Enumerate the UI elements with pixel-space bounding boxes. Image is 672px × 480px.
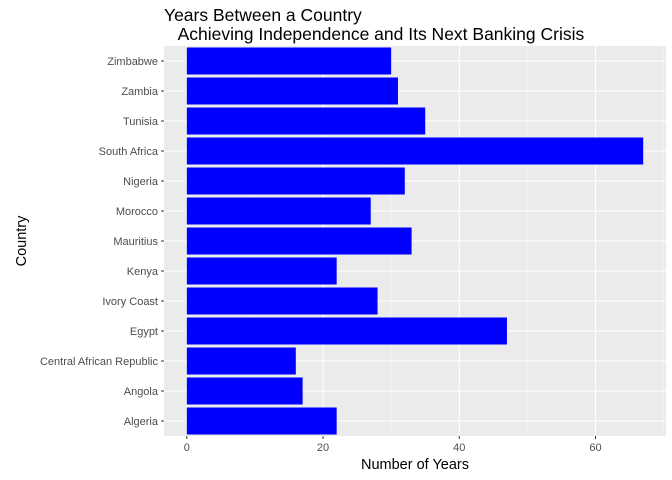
bar-ivory-coast <box>186 287 378 315</box>
x-axis-title: Number of Years <box>360 457 470 473</box>
x-tick-label: 0 <box>184 442 190 454</box>
y-tick-label: Zimbabwe <box>107 56 158 68</box>
x-tick-label: 20 <box>317 442 329 454</box>
y-tick-label: Nigeria <box>123 176 159 188</box>
y-tick-label: Zambia <box>121 86 159 98</box>
bar-zimbabwe <box>186 47 392 75</box>
y-tick-label: Tunisia <box>123 116 159 128</box>
y-tick-label: Ivory Coast <box>102 296 158 308</box>
bar-kenya <box>186 257 337 285</box>
y-axis-title: Country <box>14 215 30 267</box>
y-tick-label: South Africa <box>99 146 159 158</box>
bar-tunisia <box>186 107 426 135</box>
bar-south-africa <box>186 137 644 165</box>
y-tick-label: Central African Republic <box>40 356 159 368</box>
y-tick-label: Angola <box>124 386 159 398</box>
x-tick-label: 60 <box>589 442 601 454</box>
x-tick-label: 40 <box>453 442 465 454</box>
chart-title-line-2: Achieving Independence and Its Next Bank… <box>164 24 585 44</box>
bar-nigeria <box>186 167 405 195</box>
y-tick-label: Egypt <box>130 326 158 338</box>
bar-mauritius <box>186 227 412 255</box>
y-tick-label: Mauritius <box>113 236 158 248</box>
y-tick-label: Morocco <box>116 206 158 218</box>
bar-algeria <box>186 407 337 435</box>
y-tick-label: Algeria <box>124 416 159 428</box>
bar-morocco <box>186 197 371 225</box>
bar-zambia <box>186 77 398 105</box>
chart-title-line-1: Years Between a Country <box>164 5 362 25</box>
bar-egypt <box>186 317 507 345</box>
bar-central-african-republic <box>186 347 296 375</box>
bar-angola <box>186 377 303 405</box>
y-tick-label: Kenya <box>127 266 159 278</box>
